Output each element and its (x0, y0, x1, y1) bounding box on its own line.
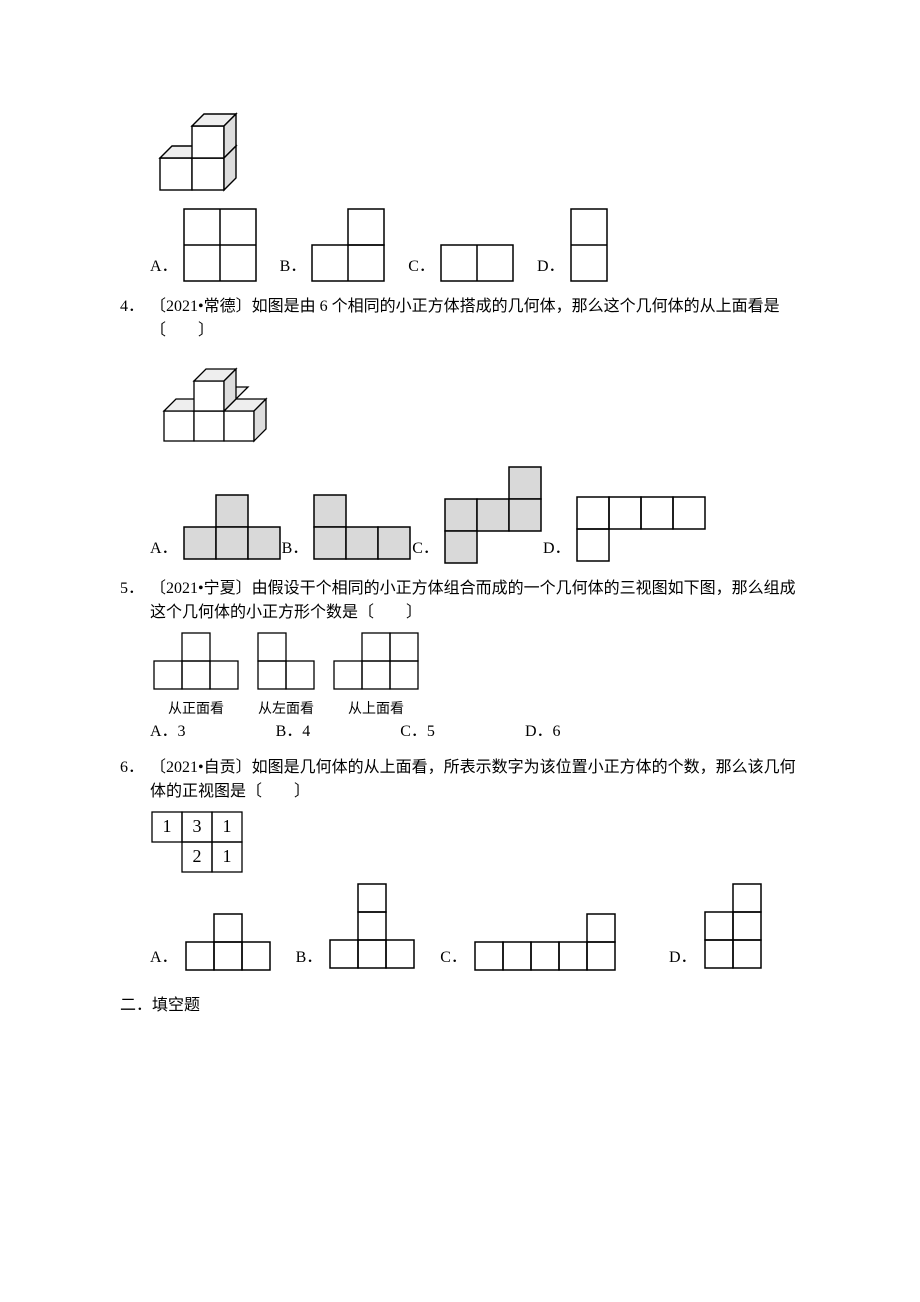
q3-opt-D-fig (569, 207, 609, 283)
q5-text: 〔2021•宁夏〕由假设干个相同的小正方体组合而成的一个几何体的三视图如下图，那… (150, 577, 800, 625)
q5-number: 5． (120, 577, 150, 601)
q6-cell-0-2: 1 (223, 816, 232, 836)
q6-text: 〔2021•自贡〕如图是几何体的从上面看，所表示数字为该位置小正方体的个数，那么… (150, 756, 800, 804)
q5-label-left: 从左面看 (254, 699, 318, 720)
q5-front-view (150, 631, 242, 693)
q4-text: 〔2021•常德〕如图是由 6 个相同的小正方体搭成的几何体，那么这个几何体的从… (150, 295, 800, 343)
q6-opt-D-label: D． (669, 946, 697, 974)
q6-options: A． B． C． (150, 882, 800, 974)
q3-opt-A-label: A． (150, 255, 178, 283)
q3-opt-A-fig (182, 207, 258, 283)
q4-opt-D-fig (575, 495, 707, 565)
q3-solid-figure (150, 106, 800, 201)
q6-cell-1-2: 1 (223, 846, 232, 866)
q3-opt-C-fig (439, 243, 515, 283)
q4-opt-D-label: D． (543, 537, 571, 565)
q6-opt-A-fig (182, 912, 274, 974)
q4-opt-C-label: C． (412, 537, 439, 565)
q4-number: 4． (120, 295, 150, 319)
question-3-continued: A． B． C． D． (120, 106, 800, 283)
q4-opt-B-fig (312, 489, 412, 565)
section-2-heading: 二．填空题 (120, 994, 800, 1018)
q6-cell-0-1: 3 (193, 816, 202, 836)
q5-opt-B: B．4 (276, 720, 311, 744)
q6-number: 6． (120, 756, 150, 780)
q3-options: A． B． C． D． (150, 207, 800, 283)
q4-opt-A-fig (182, 489, 282, 565)
q5-left-view (254, 631, 318, 693)
q5-opt-C: C．5 (400, 720, 435, 744)
q6-top-view-grid: 1 3 1 2 1 (150, 810, 800, 876)
q3-opt-B-fig (310, 207, 386, 283)
q6-opt-C-label: C． (440, 946, 467, 974)
q6-opt-A-label: A． (150, 946, 178, 974)
q5-top-view (330, 631, 422, 693)
q3-opt-B-label: B． (280, 255, 307, 283)
q5-label-top: 从上面看 (330, 699, 422, 720)
question-4: 4． 〔2021•常德〕如图是由 6 个相同的小正方体搭成的几何体，那么这个几何… (120, 295, 800, 565)
q6-opt-C-fig (471, 912, 619, 974)
q4-options: A． B． C． (150, 465, 800, 565)
q5-opt-D: D．6 (525, 720, 561, 744)
q5-three-views (150, 631, 800, 693)
q4-opt-B-label: B． (282, 537, 309, 565)
q4-opt-C-fig (443, 465, 543, 565)
q3-opt-D-label: D． (537, 255, 565, 283)
q4-solid-figure (150, 349, 800, 459)
q6-opt-D-fig (701, 882, 765, 974)
q4-opt-A-label: A． (150, 537, 178, 565)
question-6: 6． 〔2021•自贡〕如图是几何体的从上面看，所表示数字为该位置小正方体的个数… (120, 756, 800, 974)
q5-label-front: 从正面看 (150, 699, 242, 720)
q5-opt-A: A．3 (150, 720, 186, 744)
question-5: 5． 〔2021•宁夏〕由假设干个相同的小正方体组合而成的一个几何体的三视图如下… (120, 577, 800, 744)
q5-options: A．3 B．4 C．5 D．6 (150, 720, 800, 744)
q3-opt-C-label: C． (408, 255, 435, 283)
q6-opt-B-fig (326, 882, 418, 974)
q5-view-labels: 从正面看 从左面看 从上面看 (150, 699, 800, 720)
q6-cell-1-1: 2 (193, 846, 202, 866)
q6-opt-B-label: B． (296, 946, 323, 974)
q6-cell-0-0: 1 (163, 816, 172, 836)
